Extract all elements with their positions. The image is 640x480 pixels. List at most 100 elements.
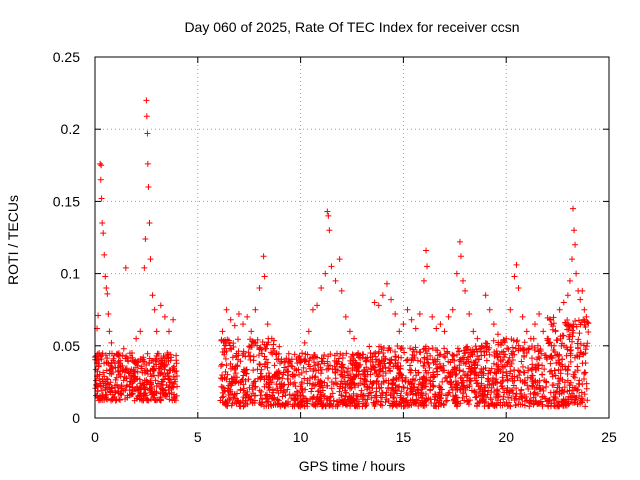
data-point bbox=[133, 335, 140, 342]
data-point bbox=[157, 360, 164, 367]
data-point bbox=[137, 386, 144, 393]
data-point bbox=[145, 183, 152, 190]
data-point bbox=[487, 394, 494, 401]
data-point bbox=[234, 363, 241, 370]
plot-frame bbox=[94, 56, 610, 419]
data-point bbox=[235, 348, 242, 355]
data-point bbox=[392, 311, 399, 318]
x-tick-label: 5 bbox=[194, 429, 202, 445]
data-point bbox=[549, 373, 556, 380]
data-point bbox=[515, 342, 522, 349]
data-point bbox=[480, 372, 487, 379]
data-point bbox=[173, 352, 180, 359]
data-point bbox=[551, 367, 558, 374]
data-point bbox=[418, 382, 425, 389]
data-point bbox=[350, 390, 357, 397]
data-point bbox=[429, 356, 436, 363]
data-point bbox=[325, 375, 332, 382]
data-point bbox=[432, 358, 439, 365]
data-point bbox=[499, 383, 506, 390]
data-point bbox=[160, 387, 167, 394]
data-point bbox=[535, 354, 542, 361]
data-point bbox=[348, 353, 355, 360]
data-point bbox=[337, 371, 344, 378]
data-point bbox=[378, 343, 385, 350]
data-point bbox=[311, 382, 318, 389]
data-point bbox=[96, 380, 103, 387]
data-point bbox=[404, 385, 411, 392]
data-point bbox=[511, 273, 518, 280]
data-point bbox=[462, 287, 469, 294]
data-point bbox=[229, 400, 236, 407]
data-point bbox=[359, 370, 366, 377]
data-point bbox=[285, 350, 292, 357]
data-point bbox=[347, 371, 354, 378]
data-point bbox=[407, 389, 414, 396]
data-point bbox=[271, 347, 278, 354]
data-point bbox=[427, 374, 434, 381]
data-point bbox=[481, 352, 488, 359]
data-point bbox=[571, 227, 578, 234]
y-tick-label: 0.1 bbox=[61, 266, 81, 282]
data-point bbox=[327, 351, 334, 358]
data-point bbox=[257, 392, 264, 399]
data-point bbox=[120, 345, 127, 352]
data-point bbox=[569, 333, 576, 340]
data-point bbox=[553, 388, 560, 395]
data-point bbox=[474, 400, 481, 407]
data-point bbox=[439, 378, 446, 385]
data-point bbox=[504, 377, 511, 384]
data-point bbox=[568, 256, 575, 263]
data-point bbox=[95, 312, 102, 319]
data-point bbox=[155, 365, 162, 372]
data-point bbox=[564, 317, 571, 324]
data-point bbox=[494, 397, 501, 404]
data-point bbox=[94, 388, 101, 395]
data-point bbox=[507, 387, 514, 394]
data-point bbox=[433, 403, 440, 410]
data-point bbox=[112, 376, 119, 383]
data-point bbox=[554, 337, 561, 344]
data-point bbox=[383, 280, 390, 287]
data-point bbox=[228, 382, 235, 389]
data-point bbox=[310, 402, 317, 409]
data-point bbox=[147, 256, 154, 263]
data-point bbox=[284, 386, 291, 393]
data-point bbox=[536, 355, 543, 362]
data-point bbox=[143, 362, 150, 369]
data-point bbox=[222, 368, 229, 375]
data-point bbox=[379, 292, 386, 299]
data-point bbox=[423, 395, 430, 402]
data-point bbox=[276, 343, 283, 350]
data-point bbox=[325, 362, 332, 369]
data-point bbox=[323, 396, 330, 403]
data-point bbox=[254, 336, 261, 343]
data-point bbox=[466, 311, 473, 318]
data-point bbox=[495, 388, 502, 395]
data-point bbox=[114, 351, 121, 358]
data-point bbox=[408, 402, 415, 409]
x-axis-title: GPS time / hours bbox=[299, 458, 406, 474]
data-point bbox=[448, 384, 455, 391]
data-point bbox=[555, 380, 562, 387]
data-point bbox=[573, 394, 580, 401]
data-point bbox=[472, 358, 479, 365]
data-point bbox=[141, 358, 148, 365]
data-point bbox=[395, 384, 402, 391]
data-point bbox=[147, 389, 154, 396]
data-point bbox=[429, 378, 436, 385]
data-point bbox=[509, 356, 516, 363]
data-point bbox=[383, 396, 390, 403]
data-point bbox=[570, 321, 577, 328]
data-point bbox=[468, 387, 475, 394]
data-point bbox=[473, 346, 480, 353]
data-point bbox=[166, 328, 173, 335]
data-point bbox=[120, 387, 127, 394]
data-point bbox=[580, 316, 587, 323]
data-point bbox=[108, 363, 115, 370]
data-point bbox=[517, 401, 524, 408]
data-point bbox=[264, 359, 271, 366]
data-point bbox=[272, 351, 279, 358]
data-point bbox=[421, 363, 428, 370]
data-point bbox=[286, 359, 293, 366]
